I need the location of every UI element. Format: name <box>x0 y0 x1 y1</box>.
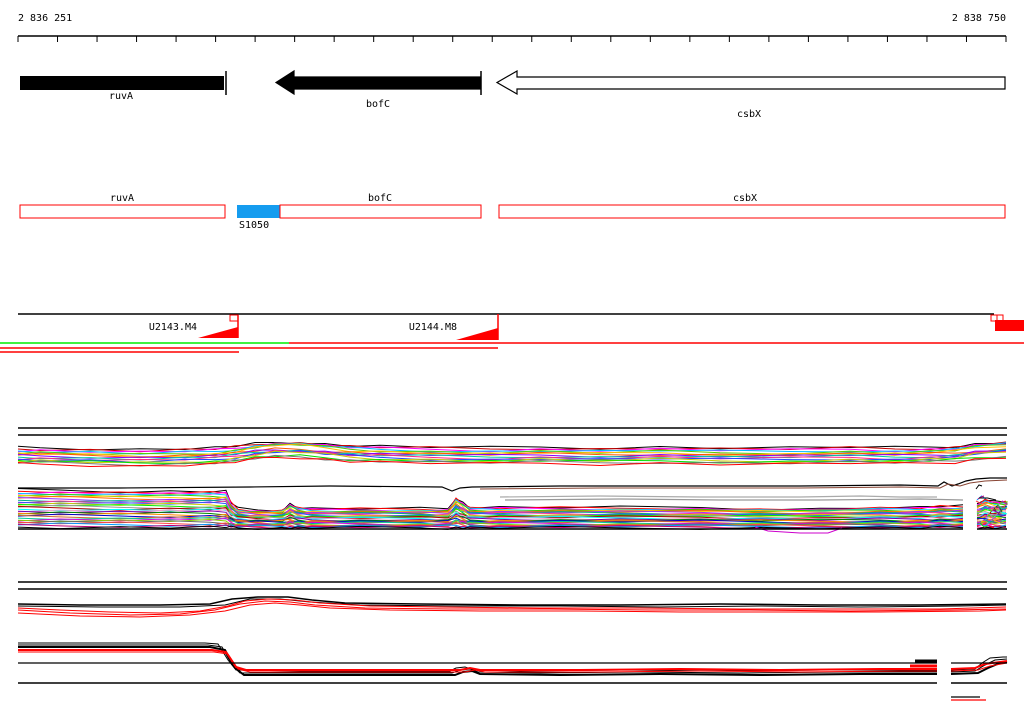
low-red-1 <box>18 649 937 672</box>
annotation-label-S1050: S1050 <box>239 220 270 231</box>
mid-black-1 <box>17 596 1007 606</box>
scatter-segment <box>1000 501 1008 505</box>
annotation-label-bofC: bofC <box>367 193 393 204</box>
upper-black-profile <box>18 477 1007 492</box>
annotation-label-ruvA: ruvA <box>109 193 135 204</box>
scatter-segment <box>983 518 995 523</box>
low-black-2 <box>18 644 937 674</box>
low-red-1 <box>950 660 1008 670</box>
gene-arrow-csbX[interactable] <box>495 69 1006 96</box>
expression-band-upper-line <box>17 456 1007 468</box>
expression-band-dense-line <box>976 526 1007 530</box>
probe-triangle-U2144.M8[interactable] <box>456 328 498 340</box>
expression-band-upper-line <box>17 442 1007 455</box>
expression-band-dense-line <box>976 525 1007 529</box>
scatter-segment <box>997 504 1008 510</box>
annotation-box-bofC[interactable] <box>279 204 482 219</box>
expression-band-upper-line <box>17 441 1007 453</box>
ruler-end-label: 2 838 750 <box>951 13 1006 24</box>
gene-bar-ruvA[interactable] <box>20 76 224 90</box>
expression-band-dense-line <box>976 508 1007 515</box>
expression-band-upper-line <box>17 449 1007 461</box>
expression-band-dense-line <box>17 492 964 514</box>
expression-band-dense-line <box>976 506 1007 511</box>
expression-band-dense-line <box>17 512 964 523</box>
scatter-segment <box>975 484 983 490</box>
scatter-segment <box>979 522 989 528</box>
annotation-box-csbX[interactable] <box>498 204 1006 219</box>
annotation-box-ruvA[interactable] <box>19 204 226 219</box>
scatter-segment <box>975 500 989 505</box>
expression-band-dense-line <box>976 509 1007 513</box>
scatter-segment <box>979 497 997 501</box>
expression-band-dense-line <box>17 501 964 518</box>
scatter-segment <box>978 521 991 527</box>
expression-band-dense-line <box>976 511 1007 516</box>
annotation-box-S1050[interactable] <box>237 205 280 218</box>
gene-label-bofC: bofC <box>365 99 391 110</box>
mid-red-3 <box>17 602 1007 618</box>
expression-band-dense-line <box>17 525 964 530</box>
expression-band-dense-line <box>17 494 964 515</box>
gray-profile-1 <box>499 495 937 498</box>
expression-band-dense-line <box>976 515 1007 521</box>
upper-brown-profile <box>479 479 1008 490</box>
probe-notch <box>229 314 239 322</box>
expression-band-upper-line <box>17 443 1007 458</box>
expression-band-dense-line <box>976 512 1007 516</box>
scatter-segment <box>988 512 999 519</box>
annotation-label-csbX: csbX <box>732 193 758 204</box>
low-black-3 <box>18 646 937 677</box>
mid-red-1 <box>17 598 1007 614</box>
expression-band-dense-line <box>17 521 964 528</box>
gene-label-csbX: csbX <box>736 109 762 120</box>
expression-band-dense-line <box>17 518 964 527</box>
expression-band-upper-line <box>17 449 1007 463</box>
probe-triangle-U2143.M4[interactable] <box>198 327 238 338</box>
gene-arrow-bofC[interactable] <box>274 69 481 96</box>
ruler-start-label: 2 836 251 <box>18 13 73 24</box>
expression-band-dense-line <box>17 510 964 523</box>
low-red-2 <box>18 651 937 673</box>
scatter-segment <box>996 502 1008 509</box>
mid-black-2 <box>17 598 1007 608</box>
probe-label-U2143-M4: U2143.M4 <box>148 322 197 333</box>
probe-block-edge-probe[interactable] <box>995 320 1024 331</box>
expression-band-dense-line <box>976 502 1007 507</box>
expression-band-dense-line <box>17 503 964 519</box>
probe-label-U2144-M8: U2144.M8 <box>408 322 457 333</box>
expression-band-upper-line <box>17 450 1007 464</box>
low-red-2 <box>950 662 1008 672</box>
scatter-segment <box>992 507 1005 514</box>
gene-label-ruvA: ruvA <box>108 91 134 102</box>
mid-red-2 <box>17 600 1007 616</box>
gray-profile-2 <box>504 498 964 501</box>
